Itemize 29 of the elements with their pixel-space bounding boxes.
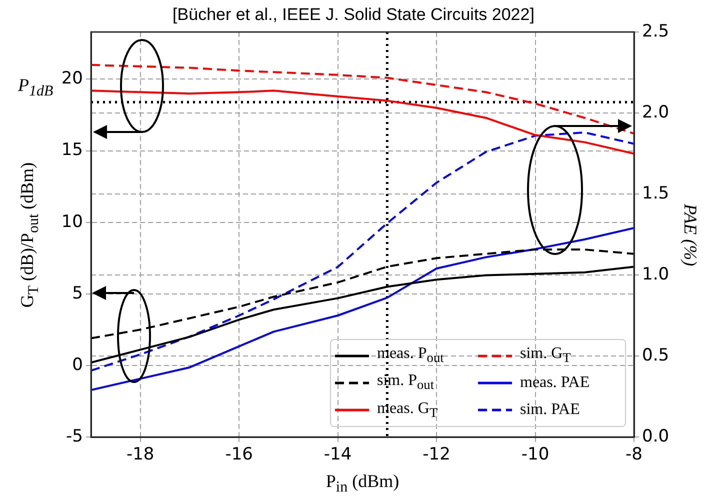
legend-label: sim. G$_{T}$ xyxy=(520,345,571,366)
y-tick-label: 15 xyxy=(61,140,83,160)
legend-label: sim. PAE xyxy=(520,401,580,420)
x-tick-label: -8 xyxy=(626,444,642,465)
y2-tick-label: 0.5 xyxy=(642,345,670,366)
y2-tick-label: 2.5 xyxy=(642,21,670,42)
x-tick-label: -10 xyxy=(521,444,550,465)
x-axis-title: P$_{in}$ (dBm) xyxy=(326,471,400,497)
y-tick-label: 20 xyxy=(61,68,83,89)
ref-line-label: P$_{1dB}$ xyxy=(18,75,54,101)
line-series xyxy=(91,131,634,372)
y2-tick-label: 1.5 xyxy=(642,183,670,204)
legend-label: sim. P$_{out}$ xyxy=(377,372,434,394)
x-tick-label: -12 xyxy=(422,444,450,465)
legend-label: meas. G$_{T}$ xyxy=(377,400,438,421)
y2-tick-label: 0.0 xyxy=(642,426,670,446)
y-tick-label: 5 xyxy=(72,283,83,304)
y-tick-label: -5 xyxy=(66,426,83,446)
y2-axis-title: PAE (%) xyxy=(680,203,700,266)
y2-tick-label: 1.0 xyxy=(642,264,670,284)
line-series xyxy=(91,64,634,135)
x-tick-label: -14 xyxy=(324,444,352,465)
x-tick-label: -18 xyxy=(126,444,154,465)
y-tick-label: 10 xyxy=(61,212,83,232)
chart-title: [Bücher et al., IEEE J. Solid State Circuits 2022] xyxy=(172,5,534,24)
y2-tick-label: 2.0 xyxy=(642,102,670,122)
x-tick-label: -16 xyxy=(225,444,253,465)
legend-label: meas. PAE xyxy=(520,374,590,392)
y-tick-label: 0 xyxy=(72,354,83,375)
